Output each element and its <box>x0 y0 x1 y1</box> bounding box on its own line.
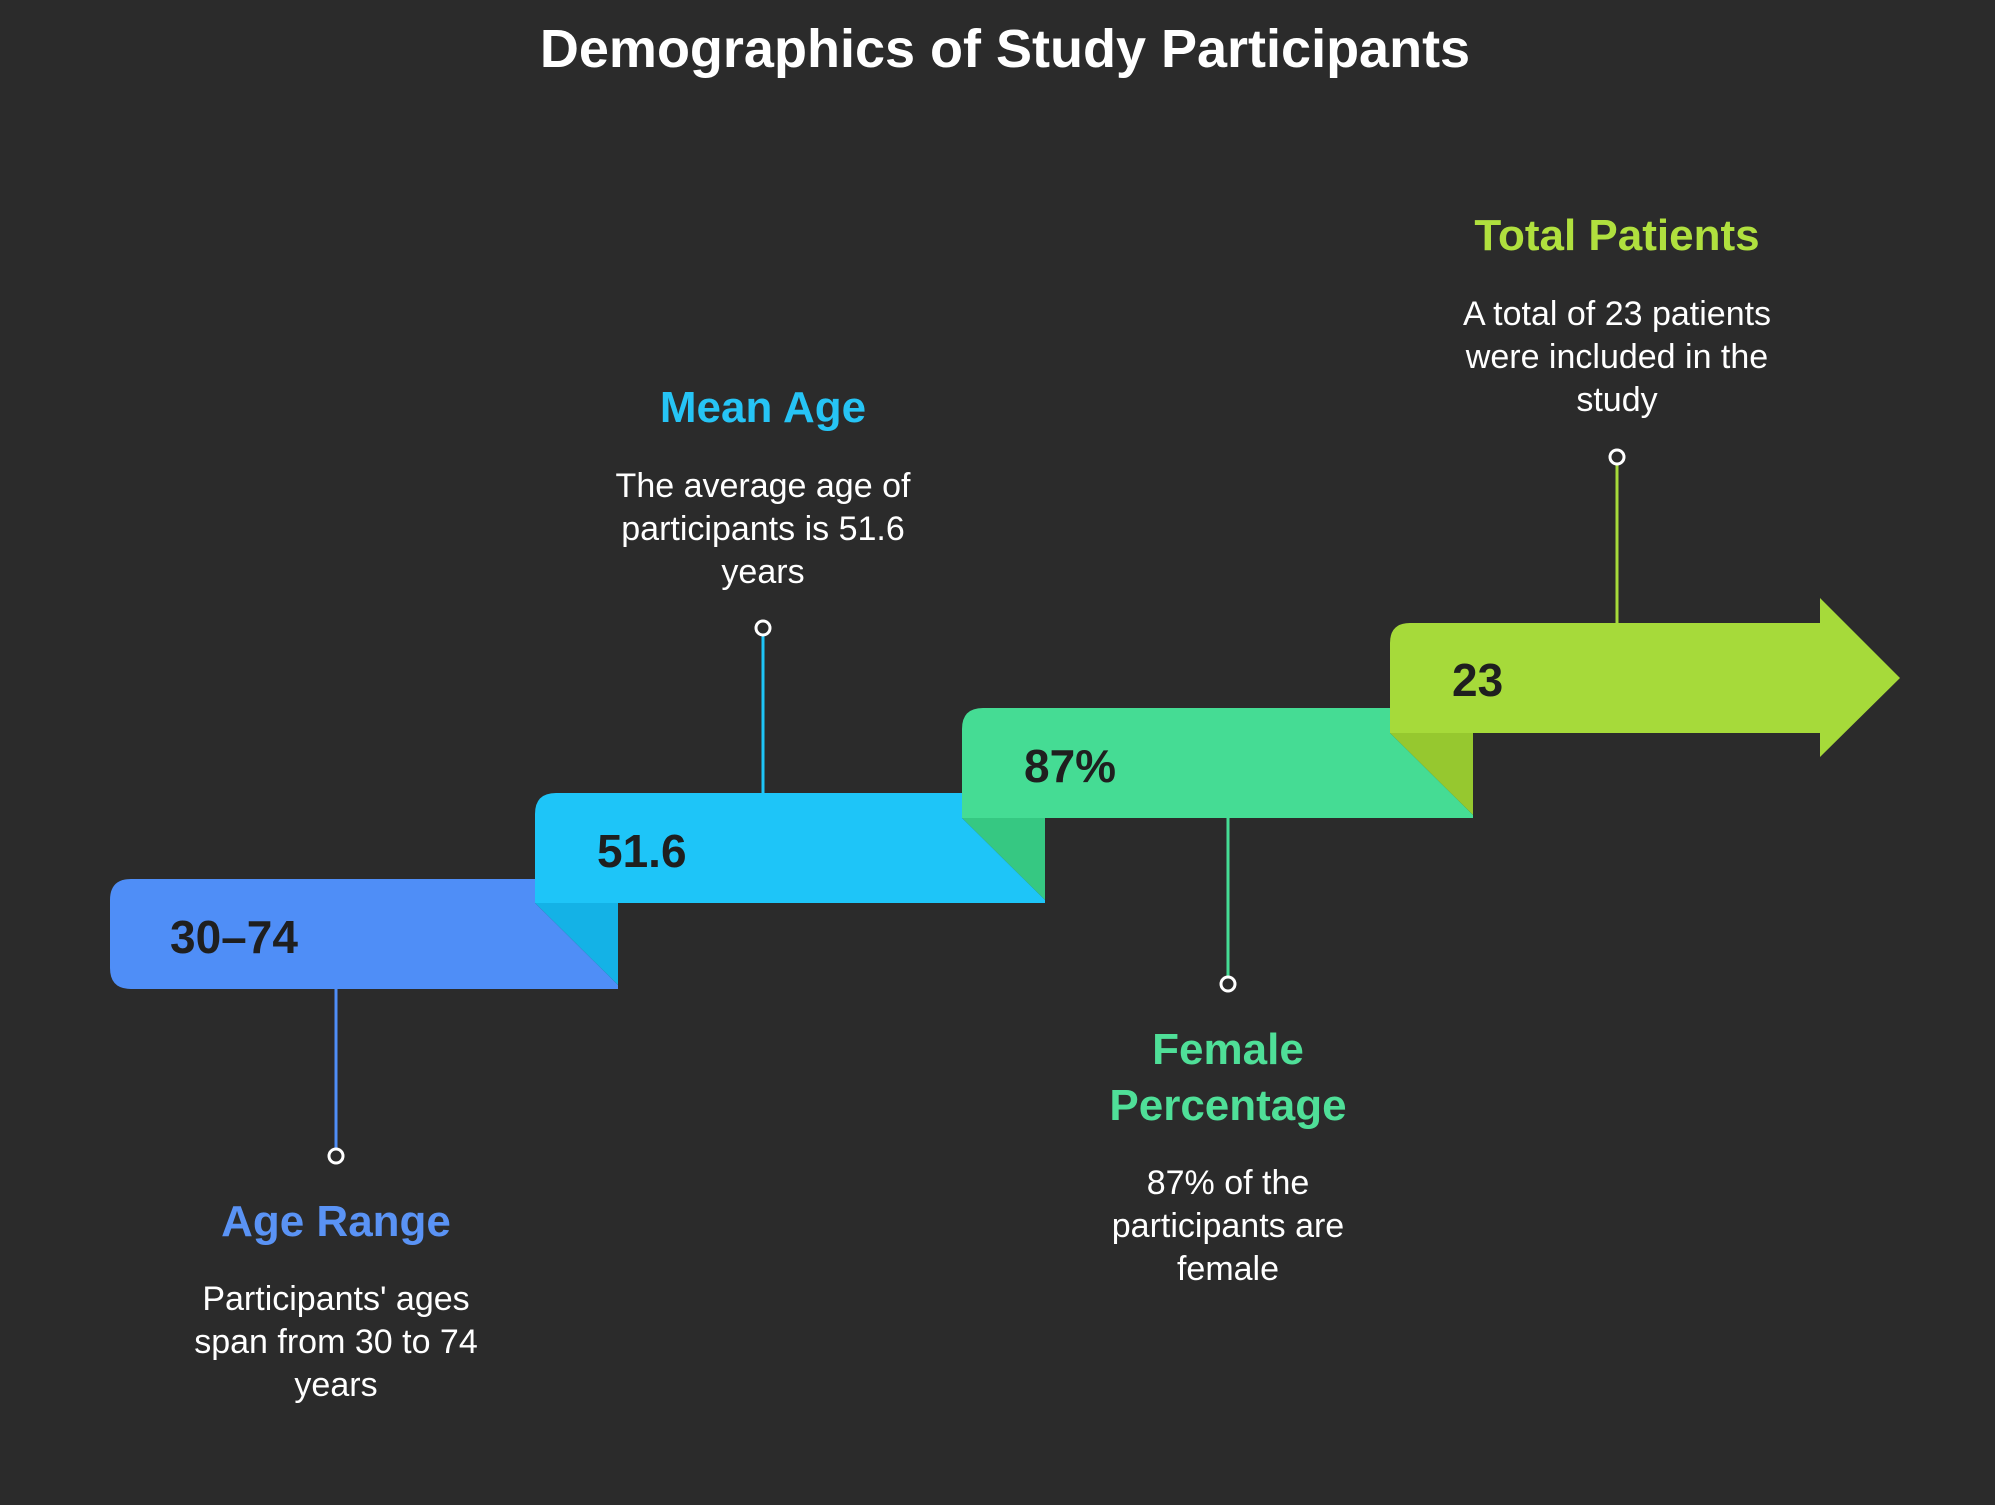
stage-1-bar <box>110 879 618 989</box>
stage-1-description: Participants' ages span from 30 to 74 ye… <box>194 1280 478 1404</box>
stage-2-heading: Mean Age <box>659 383 867 432</box>
stage-1-heading: Age Range <box>221 1197 451 1246</box>
stage-3-connector-dot <box>1219 975 1237 993</box>
stage-3-bar <box>962 708 1473 818</box>
stage-4-arrow <box>1390 598 1900 757</box>
stage-3-heading: Female Percentage <box>1109 1025 1347 1130</box>
stage-4-description: A total of 23 patients were included in … <box>1462 295 1772 419</box>
stage-3-description: 87% of the participants are female <box>1111 1164 1345 1288</box>
stage-2-connector-dot <box>754 619 772 637</box>
stage-3-value: 87% <box>1024 740 1117 792</box>
diagram-title: Demographics of Study Participants <box>539 19 1471 79</box>
stage-1-value: 30–74 <box>170 911 298 963</box>
stage-4-heading: Total Patients <box>1474 211 1760 260</box>
stage-1-shape <box>110 879 618 989</box>
stage-4-shape <box>1390 598 1900 815</box>
stage-2-value: 51.6 <box>597 825 687 877</box>
stage-4-connector-dot <box>1608 448 1626 466</box>
stage-2-description: The average age of participants is 51.6 … <box>615 467 911 591</box>
stage-2-bar <box>535 793 1045 903</box>
stage-1-connector-dot <box>327 1147 345 1165</box>
stage-4-value: 23 <box>1452 654 1504 706</box>
